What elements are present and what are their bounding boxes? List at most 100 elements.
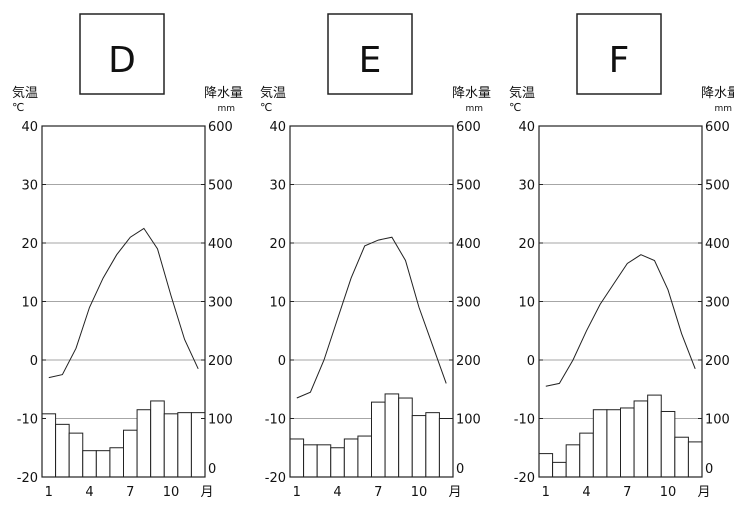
temp-tick-label: 40 (21, 120, 38, 135)
month-unit-label: 月 (697, 485, 710, 500)
precip-tick-label: 400 (208, 237, 233, 252)
climograph-panel-d: D気温℃降水量mm403020100-10-206005004003002001… (12, 13, 243, 500)
temp-tick-label: 20 (21, 237, 38, 252)
temp-axis-label: 気温 (260, 85, 286, 101)
precip-bar (398, 397, 413, 478)
title-box (576, 13, 662, 95)
temp-tick-label: 10 (518, 296, 535, 311)
precip-bar (55, 423, 70, 478)
precip-bar (136, 409, 152, 478)
precip-tick-label: 600 (208, 120, 233, 135)
month-unit-label: 月 (200, 485, 213, 500)
precip-bar (620, 407, 635, 478)
precip-tick-label: 400 (705, 237, 730, 252)
chart-title: F (609, 40, 630, 81)
month-unit-label: 月 (448, 485, 461, 500)
precip-tick-label: 300 (456, 296, 481, 311)
precip-bar (289, 438, 305, 478)
temp-tick-label: 30 (269, 179, 286, 194)
temp-tick-label: 0 (527, 354, 535, 369)
precip-axis-label: 降水量 (204, 86, 243, 101)
precip-axis-unit: mm (714, 104, 732, 114)
precip-bar (303, 444, 318, 478)
precip-bar (190, 412, 206, 478)
precip-axis-label: 降水量 (452, 86, 491, 101)
precip-tick-label: 600 (456, 120, 481, 135)
temp-tick-label: -20 (17, 471, 38, 486)
precip-tick-label: 400 (456, 237, 481, 252)
precip-tick-label: 300 (705, 296, 730, 311)
precip-bar (660, 410, 676, 478)
precip-bar (552, 461, 567, 478)
precip-bar (330, 447, 345, 478)
precip-bar (647, 394, 662, 478)
precip-tick-label: 500 (705, 179, 730, 194)
precip-bar (606, 409, 622, 478)
precip-bar (123, 429, 138, 478)
month-tick-label: 7 (374, 485, 382, 500)
chart-title: E (359, 40, 382, 81)
precip-bar (384, 393, 400, 478)
temp-tick-label: 20 (269, 237, 286, 252)
precip-axis-unit: mm (217, 104, 235, 114)
month-tick-label: 4 (582, 485, 590, 500)
temp-tick-label: 40 (269, 120, 286, 135)
temp-axis-label: 気温 (12, 85, 38, 101)
precip-bar (41, 413, 57, 478)
temp-axis-unit: ℃ (260, 101, 272, 114)
temp-tick-label: -10 (265, 413, 286, 428)
precip-tick-label: 100 (705, 413, 730, 428)
month-tick-label: 7 (623, 485, 631, 500)
precip-tick-label: 500 (208, 179, 233, 194)
precip-tick-label: 100 (456, 413, 481, 428)
temp-axis-unit: ℃ (12, 101, 24, 114)
temperature-line (296, 236, 447, 399)
precip-bar (150, 400, 165, 478)
precip-bar (177, 412, 192, 478)
precip-bar (579, 432, 594, 478)
precip-bar (163, 413, 179, 478)
temp-tick-label: 10 (269, 296, 286, 311)
precip-tick-label: 500 (456, 179, 481, 194)
precip-tick-label: 200 (456, 354, 481, 369)
precip-tick-label: 0 (705, 462, 713, 477)
precip-tick-label: 0 (208, 462, 216, 477)
precip-bar (343, 438, 359, 478)
temp-tick-label: -20 (265, 471, 286, 486)
temp-tick-label: 10 (21, 296, 38, 311)
precip-bar (68, 432, 84, 478)
title-box (79, 13, 165, 95)
month-tick-label: 4 (333, 485, 341, 500)
temperature-line (545, 254, 696, 387)
temp-tick-label: 30 (518, 179, 535, 194)
precip-bar (357, 435, 372, 478)
precip-tick-label: 600 (705, 120, 730, 135)
precip-bar (592, 409, 608, 478)
precip-bar (316, 444, 332, 478)
temp-axis-unit: ℃ (509, 101, 521, 114)
precip-tick-label: 300 (208, 296, 233, 311)
precip-axis-unit: mm (465, 104, 483, 114)
month-tick-label: 4 (85, 485, 93, 500)
precip-axis-label: 降水量 (701, 86, 734, 101)
temp-tick-label: 0 (30, 354, 38, 369)
precip-bar (109, 447, 124, 478)
temp-tick-label: 20 (518, 237, 535, 252)
temp-tick-label: 0 (278, 354, 286, 369)
precip-bar (565, 444, 581, 478)
precip-bar (82, 450, 97, 478)
temp-tick-label: -10 (514, 413, 535, 428)
precip-tick-label: 0 (456, 462, 464, 477)
temp-axis-label: 気温 (509, 85, 535, 101)
month-tick-label: 10 (660, 485, 677, 500)
temp-tick-label: -20 (514, 471, 535, 486)
precip-bar (674, 436, 689, 478)
temp-tick-label: 40 (518, 120, 535, 135)
chart-title: D (108, 40, 136, 81)
precip-tick-label: 200 (705, 354, 730, 369)
precip-bar (687, 441, 703, 478)
precip-tick-label: 100 (208, 413, 233, 428)
month-tick-label: 1 (542, 485, 550, 500)
precip-bar (411, 415, 427, 478)
